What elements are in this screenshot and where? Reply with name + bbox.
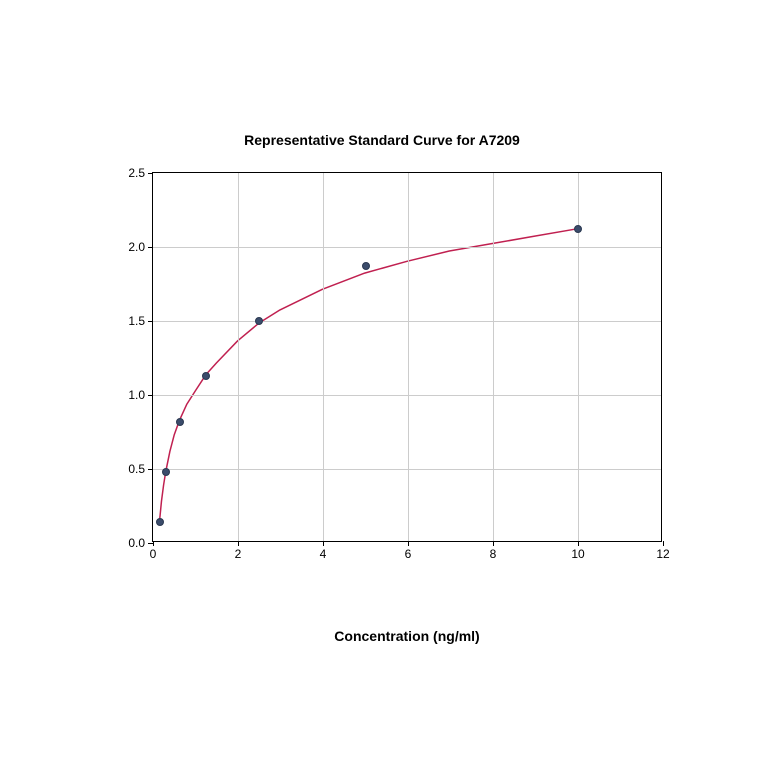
gridline-horizontal: [153, 247, 661, 248]
data-point: [574, 225, 582, 233]
y-tick-mark: [148, 173, 153, 174]
x-tick-label: 6: [405, 547, 412, 561]
gridline-horizontal: [153, 469, 661, 470]
x-tick-mark: [238, 541, 239, 546]
x-tick-label: 8: [490, 547, 497, 561]
y-tick-label: 1.0: [128, 388, 145, 402]
y-tick-mark: [148, 395, 153, 396]
chart-title: Representative Standard Curve for A7209: [82, 132, 682, 148]
x-tick-mark: [408, 541, 409, 546]
gridline-vertical: [238, 173, 239, 541]
y-tick-label: 2.0: [128, 240, 145, 254]
data-point: [176, 418, 184, 426]
y-tick-mark: [148, 321, 153, 322]
x-tick-label: 0: [150, 547, 157, 561]
chart-container: Representative Standard Curve for A7209 …: [82, 162, 682, 602]
x-tick-mark: [578, 541, 579, 546]
x-tick-mark: [153, 541, 154, 546]
gridline-vertical: [493, 173, 494, 541]
x-tick-mark: [323, 541, 324, 546]
x-tick-mark: [493, 541, 494, 546]
data-point: [255, 317, 263, 325]
y-tick-mark: [148, 247, 153, 248]
fitted-curve: [153, 173, 661, 541]
y-tick-label: 0.5: [128, 462, 145, 476]
gridline-vertical: [323, 173, 324, 541]
y-tick-label: 2.5: [128, 166, 145, 180]
gridline-vertical: [408, 173, 409, 541]
data-point: [156, 518, 164, 526]
x-tick-label: 12: [656, 547, 669, 561]
x-tick-mark: [663, 541, 664, 546]
y-tick-mark: [148, 469, 153, 470]
data-point: [202, 372, 210, 380]
gridline-horizontal: [153, 395, 661, 396]
y-tick-mark: [148, 543, 153, 544]
data-point: [162, 468, 170, 476]
plot-area: 0246810120.00.51.01.52.02.5: [152, 172, 662, 542]
y-tick-label: 1.5: [128, 314, 145, 328]
x-tick-label: 10: [571, 547, 584, 561]
x-tick-label: 4: [320, 547, 327, 561]
x-tick-label: 2: [235, 547, 242, 561]
data-point: [362, 262, 370, 270]
gridline-horizontal: [153, 321, 661, 322]
x-axis-label: Concentration (ng/ml): [152, 628, 662, 644]
y-tick-label: 0.0: [128, 536, 145, 550]
